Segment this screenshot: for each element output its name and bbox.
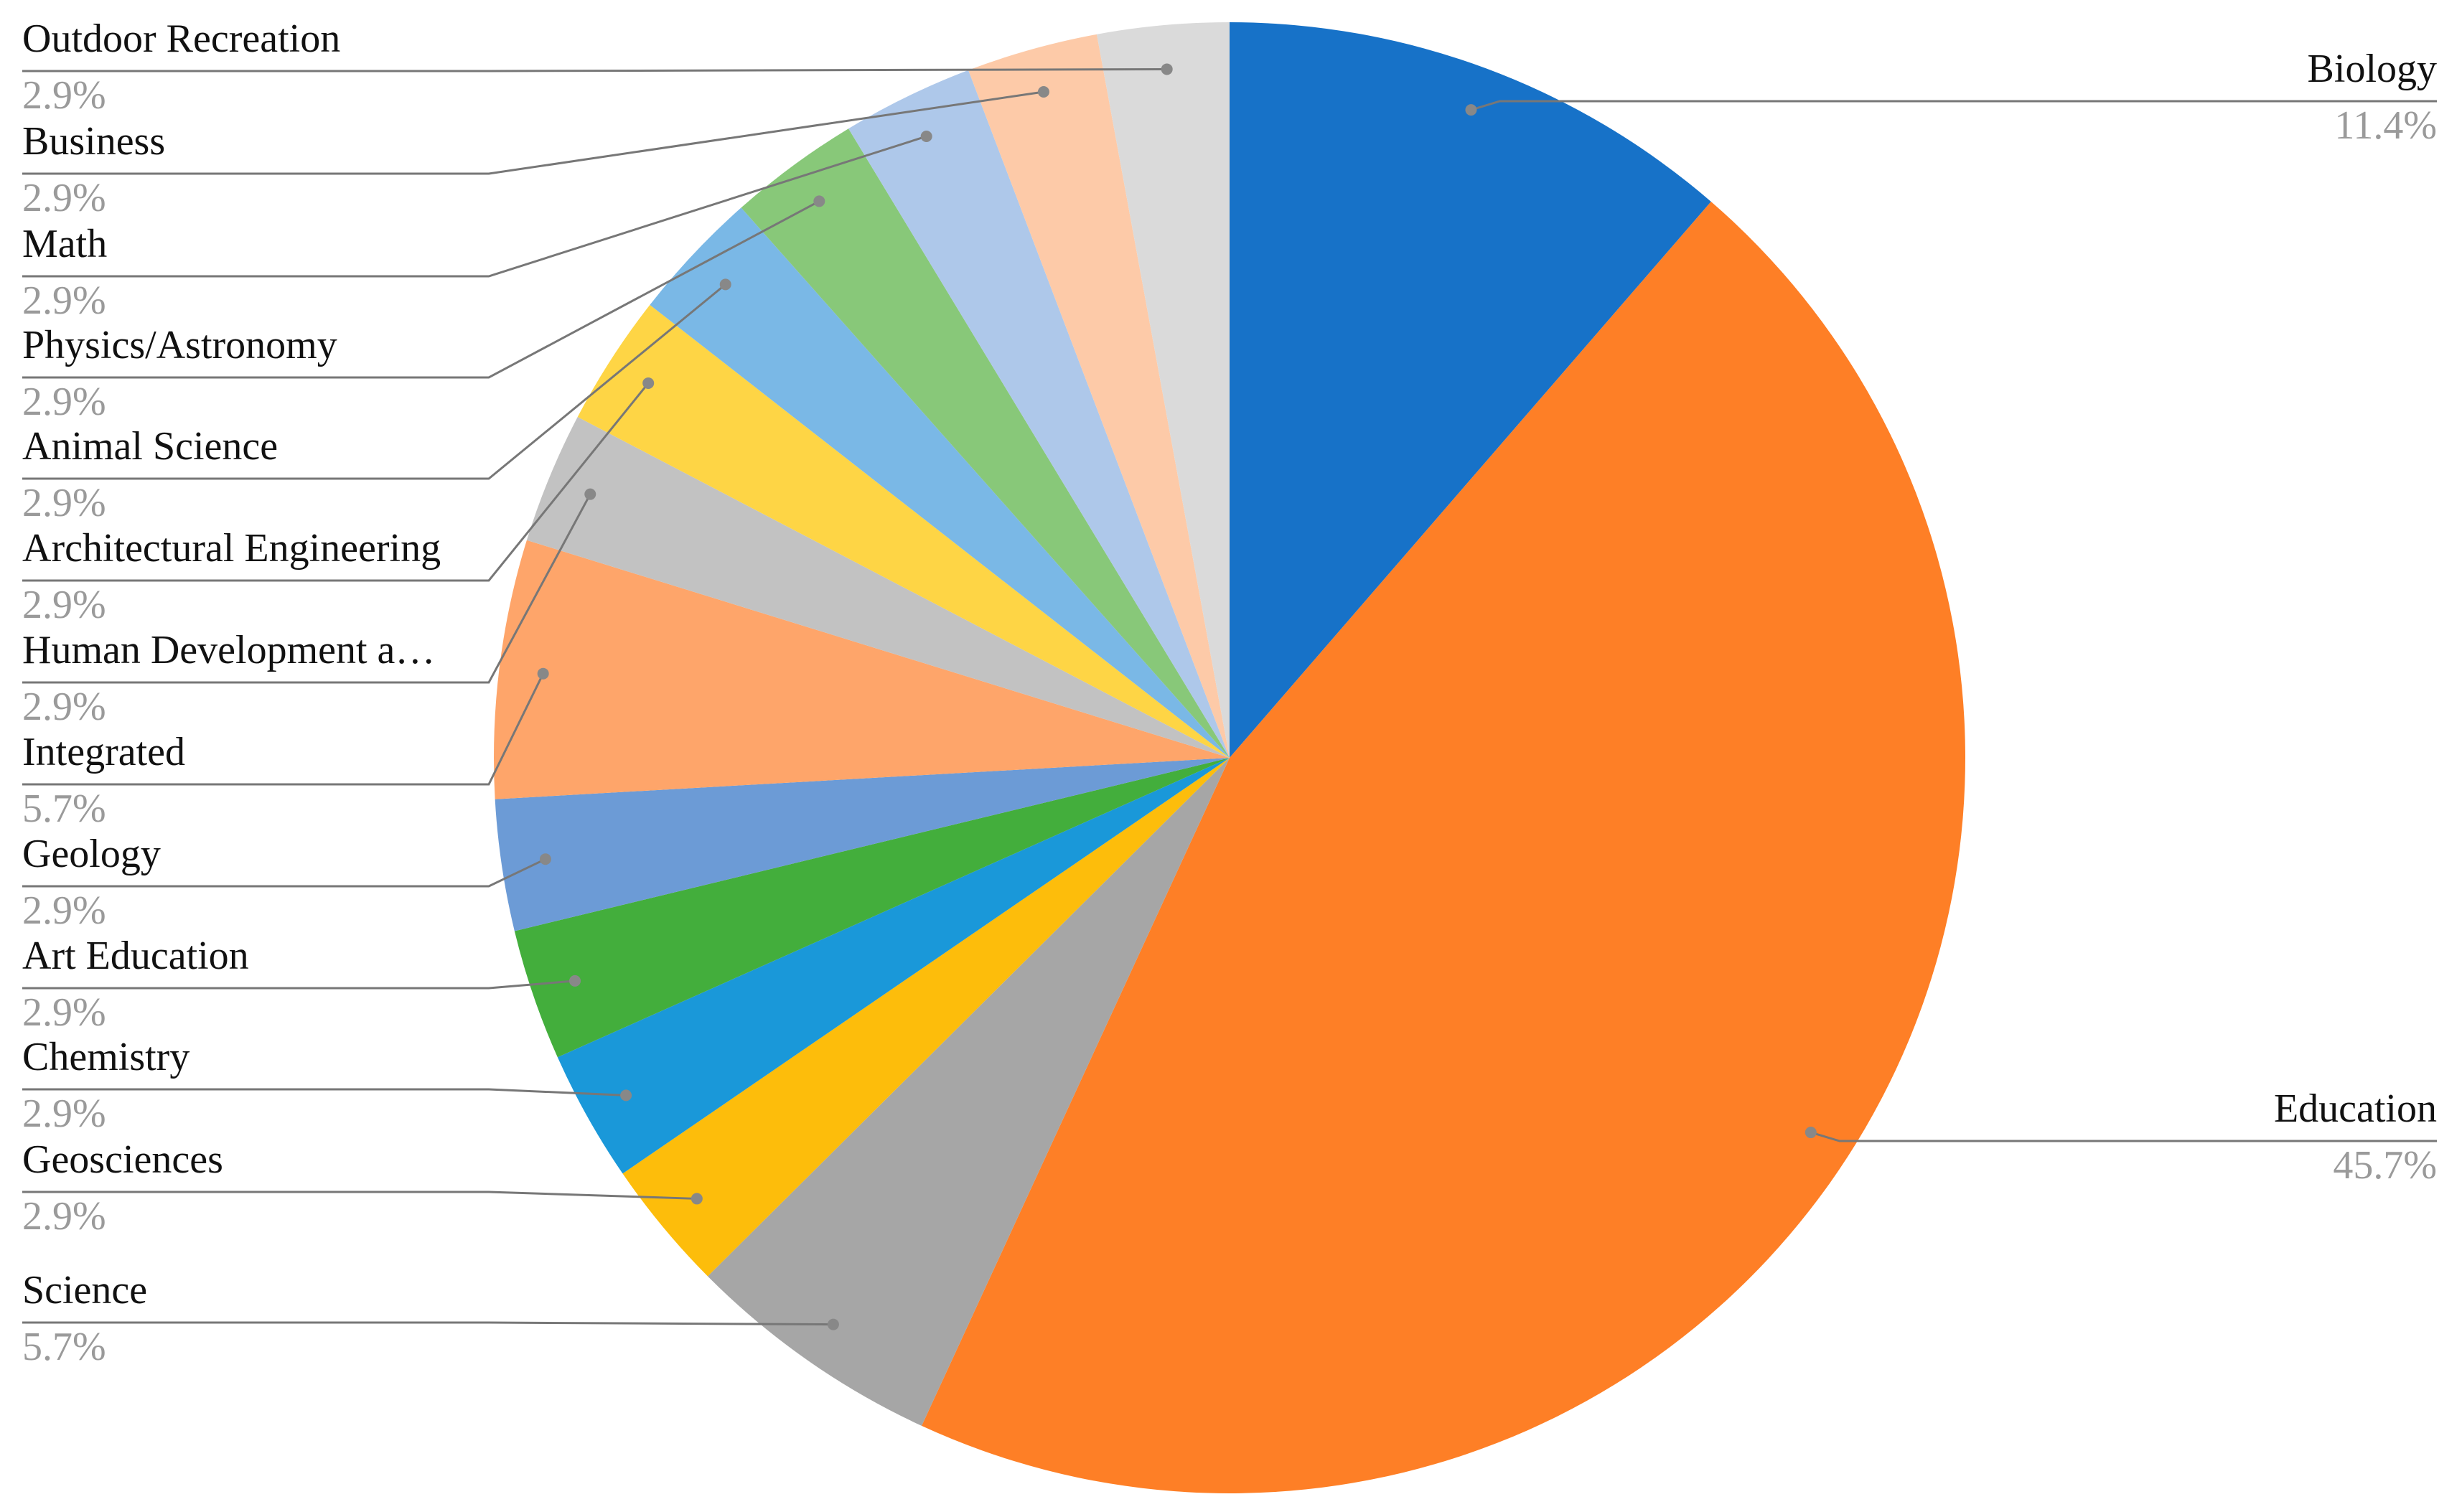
leader-dot: [1805, 1127, 1817, 1139]
category-label: Human Development a…: [22, 628, 435, 672]
leader-line: [22, 493, 591, 684]
value-label: 5.7%: [22, 1325, 106, 1369]
leader-line: [22, 673, 545, 786]
leader-dot: [537, 667, 549, 680]
leader-dot: [719, 278, 731, 291]
pie-slice: [848, 70, 1230, 758]
leader-dot: [691, 1193, 703, 1205]
value-label: 2.9%: [22, 481, 106, 525]
leader-dot: [620, 1089, 632, 1102]
leader-dot: [827, 1318, 839, 1330]
value-label: 45.7%: [2333, 1143, 2437, 1188]
pie-slice: [741, 128, 1230, 758]
value-label: 5.7%: [22, 786, 106, 831]
category-label: Education: [2274, 1086, 2437, 1131]
leader-line: [22, 283, 726, 480]
leader-line: [22, 135, 927, 278]
leader-line: [22, 382, 650, 582]
category-label: Animal Science: [22, 424, 278, 469]
category-label: Math: [22, 222, 107, 266]
category-label: Science: [22, 1268, 147, 1313]
category-label: Biology: [2308, 47, 2437, 91]
value-label: 2.9%: [22, 1091, 106, 1136]
leader-dot: [1161, 63, 1173, 75]
value-label: 2.9%: [22, 685, 106, 729]
leader-line: [22, 67, 1167, 72]
category-label: Physics/Astronomy: [22, 323, 337, 367]
leader-dot: [584, 488, 596, 500]
pie-slice: [577, 304, 1230, 758]
leader-line: [22, 1191, 697, 1200]
leader-line: [22, 1088, 627, 1097]
leader-dot: [1037, 85, 1049, 98]
pie-slice: [514, 758, 1230, 1058]
leader-dot: [539, 853, 551, 865]
pie-slice: [622, 758, 1230, 1277]
leader-line: [22, 858, 546, 888]
category-label: Art Education: [22, 934, 249, 978]
category-label: Chemistry: [22, 1035, 189, 1079]
leader-line: [1471, 100, 2437, 111]
pie-slice: [557, 758, 1230, 1174]
value-label: 2.9%: [22, 278, 106, 323]
pie-slice: [968, 34, 1230, 758]
leader-line: [1810, 1131, 2437, 1142]
leader-dot: [569, 975, 581, 987]
leader-line: [22, 980, 576, 990]
leader-dot: [920, 130, 932, 142]
leader-line: [22, 90, 1044, 175]
category-label: Geology: [22, 832, 161, 876]
pie-slice: [1096, 22, 1230, 758]
value-label: 11.4%: [2334, 103, 2437, 148]
pie-slice: [526, 416, 1230, 758]
leader-line: [22, 1321, 833, 1326]
value-label: 2.9%: [22, 888, 106, 933]
leader-dot: [813, 195, 825, 207]
pie-slice: [1230, 22, 1711, 758]
value-label: 2.9%: [22, 176, 106, 220]
category-label: Integrated: [22, 730, 185, 774]
category-label: Business: [22, 119, 165, 164]
value-label: 2.9%: [22, 583, 106, 627]
leader-dot: [1465, 104, 1477, 116]
leader-line: [22, 200, 820, 379]
pie-slice: [495, 758, 1230, 931]
value-label: 2.9%: [22, 1194, 106, 1239]
category-label: Geosciences: [22, 1137, 223, 1182]
category-label: Outdoor Recreation: [22, 17, 340, 61]
category-label: Architectural Engineering: [22, 526, 441, 570]
pie-slice: [494, 540, 1230, 799]
leader-dot: [642, 377, 655, 389]
value-label: 2.9%: [22, 990, 106, 1035]
pie-slice: [707, 758, 1230, 1426]
pie-slice: [922, 201, 1965, 1493]
value-label: 2.9%: [22, 73, 106, 118]
value-label: 2.9%: [22, 380, 106, 424]
pie-slice: [650, 207, 1230, 758]
